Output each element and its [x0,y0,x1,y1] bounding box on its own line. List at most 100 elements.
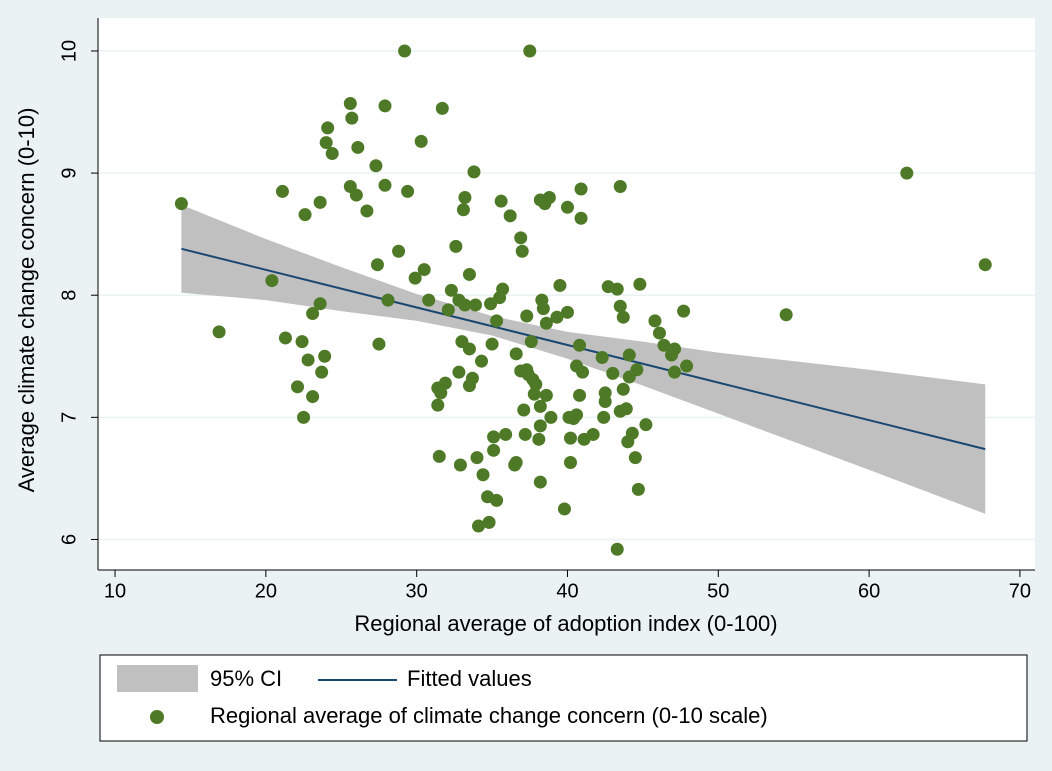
data-point [633,277,647,291]
data-point [520,309,534,323]
data-point [452,365,466,379]
y-tick-label: 7 [58,412,80,423]
data-point [487,430,501,444]
data-point [517,403,531,417]
data-point [458,191,472,205]
data-point [325,147,339,161]
data-point [462,342,476,356]
data-point [306,390,320,404]
legend [99,654,1028,742]
data-point [470,451,484,465]
legend-label: Fitted values [407,666,532,691]
data-point [449,239,463,253]
data-point [431,398,445,412]
data-point [444,283,458,297]
data-point [613,180,627,194]
y-tick-label: 9 [58,168,80,179]
data-point [414,134,428,148]
data-point [315,365,329,379]
data-point [622,348,636,362]
data-point [532,432,546,446]
data-point [490,493,504,507]
data-point [456,203,470,217]
data-point [278,331,292,345]
data-point [313,297,327,311]
data-point [370,258,384,272]
data-point [529,377,543,391]
x-tick-label: 60 [858,580,880,602]
data-point [570,408,584,422]
data-point [313,195,327,209]
data-point [509,347,523,361]
data-point [677,304,691,318]
legend-label: 95% CI [210,666,282,691]
data-point [515,244,529,258]
data-point [453,458,467,472]
legend-swatch [117,665,198,692]
data-point [616,382,630,396]
data-point [518,427,532,441]
x-tick-label: 10 [104,580,126,602]
data-point [514,231,528,245]
data-point [462,267,476,281]
data-point [485,337,499,351]
data-point [628,451,642,465]
data-point [542,191,556,205]
data-point [408,271,422,285]
y-axis-title: Average climate change concern (0-10) [14,108,39,493]
data-point [553,278,567,292]
data-point [576,365,590,379]
data-point [533,399,547,413]
x-tick-label: 30 [406,580,428,602]
data-point [482,515,496,529]
data-point [378,178,392,192]
x-tick-label: 50 [707,580,729,602]
x-tick-label: 20 [255,580,277,602]
data-point [372,337,386,351]
data-point [648,314,662,328]
x-tick-label: 70 [1009,580,1031,602]
data-point [345,111,359,125]
data-point [523,44,537,58]
y-tick-label: 8 [58,290,80,301]
data-point [265,274,279,288]
data-point [560,200,574,214]
data-point [639,418,653,432]
data-point [779,308,793,322]
data-point [212,325,226,339]
data-point [392,244,406,258]
data-point [597,410,611,424]
data-point [465,371,479,385]
data-point [616,310,630,324]
legend-swatch [150,710,164,724]
data-point [652,326,666,340]
data-point [295,335,309,349]
data-point [438,376,452,390]
data-point [563,431,577,445]
data-point [550,310,564,324]
data-point [435,101,449,115]
data-point [680,359,694,373]
data-point [536,302,550,316]
data-point [306,307,320,321]
data-point [573,338,587,352]
data-point [499,427,513,441]
data-point [900,166,914,180]
data-point [573,388,587,402]
data-point [343,96,357,110]
data-point [467,165,481,179]
data-point [475,354,489,368]
y-tick-label: 6 [58,534,80,545]
data-point [657,338,671,352]
data-point [458,298,472,312]
data-point [349,188,363,202]
data-point [369,159,383,173]
data-point [544,410,558,424]
data-point [563,456,577,470]
data-point [378,99,392,113]
data-point [401,184,415,198]
data-point [297,410,311,424]
ci-band [181,204,986,514]
data-point [978,258,992,272]
